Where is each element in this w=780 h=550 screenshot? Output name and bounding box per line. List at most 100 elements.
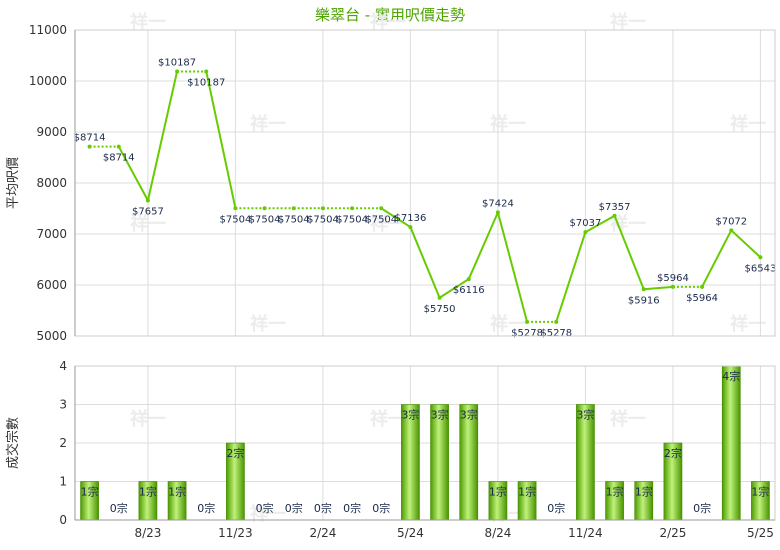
price-point-label: $8714 bbox=[103, 153, 135, 164]
price-line-segment bbox=[643, 285, 674, 291]
price-y-axis-title: 平均呎價 bbox=[6, 157, 21, 209]
price-point bbox=[554, 319, 559, 324]
price-point bbox=[87, 144, 92, 149]
volume-y-axis-title: 成交宗數 bbox=[5, 417, 21, 469]
price-line-segment bbox=[146, 71, 179, 201]
price-point-label: $7037 bbox=[570, 218, 602, 229]
watermark: 祥一 bbox=[370, 11, 406, 33]
price-line-segment bbox=[117, 146, 149, 201]
price-point-label: $7136 bbox=[395, 213, 427, 224]
price-point bbox=[758, 255, 763, 260]
price-point-label: $6543 bbox=[745, 263, 777, 274]
volume-bar-label: 1宗 bbox=[81, 485, 99, 499]
price-point-label: $7357 bbox=[599, 202, 631, 213]
volume-bar-label: 0宗 bbox=[197, 501, 215, 515]
price-line-segment bbox=[409, 226, 441, 299]
price-point bbox=[583, 230, 588, 235]
volume-bar-label: 0宗 bbox=[343, 501, 361, 515]
volume-bar bbox=[576, 404, 595, 521]
price-point bbox=[729, 228, 734, 233]
price-line-segment bbox=[380, 207, 411, 228]
watermark: 祥一 bbox=[610, 11, 646, 33]
price-point bbox=[670, 284, 675, 289]
price-point bbox=[700, 284, 705, 289]
price-point bbox=[320, 206, 325, 211]
volume-y-tick: 0 bbox=[59, 513, 67, 527]
volume-bar bbox=[721, 365, 741, 521]
volume-bar-label: 0宗 bbox=[110, 501, 128, 515]
price-point bbox=[437, 295, 442, 300]
price-point-label: $7504 bbox=[249, 214, 281, 225]
volume-bar-label: 1宗 bbox=[606, 485, 624, 499]
price-point-label: $8714 bbox=[74, 133, 106, 144]
price-point-label: $5964 bbox=[686, 293, 718, 304]
volume-bar-label: 3宗 bbox=[431, 408, 449, 422]
price-point-label: $7504 bbox=[365, 214, 397, 225]
x-tick-label: 11/24 bbox=[568, 526, 603, 540]
watermark: 祥一 bbox=[130, 11, 166, 33]
price-point-label: $7424 bbox=[482, 198, 514, 209]
price-point-label: $5278 bbox=[511, 328, 543, 339]
volume-bar-label: 1宗 bbox=[518, 485, 536, 499]
watermark: 祥一 bbox=[370, 408, 406, 430]
price-point bbox=[379, 206, 384, 211]
price-point-label: $7072 bbox=[715, 216, 747, 227]
price-point-label: $5278 bbox=[540, 328, 572, 339]
watermark: 祥一 bbox=[250, 313, 286, 335]
price-point bbox=[175, 69, 180, 74]
price-point-label: $7504 bbox=[307, 214, 339, 225]
price-line-segment bbox=[467, 211, 499, 280]
price-point bbox=[350, 206, 355, 211]
x-tick-label: 5/24 bbox=[397, 526, 424, 540]
volume-bar-label: 1宗 bbox=[751, 485, 769, 499]
price-line-segment bbox=[555, 231, 587, 323]
price-point-label: $7657 bbox=[132, 206, 164, 217]
volume-bar-label: 0宗 bbox=[314, 501, 332, 515]
x-tick-label: 2/24 bbox=[309, 526, 336, 540]
price-y-tick: 10000 bbox=[29, 74, 67, 88]
watermark: 祥一 bbox=[250, 113, 286, 135]
x-tick-label: 2/25 bbox=[659, 526, 686, 540]
price-y-tick: 8000 bbox=[36, 176, 67, 190]
volume-bar-label: 0宗 bbox=[547, 501, 565, 515]
price-y-tick: 9000 bbox=[36, 125, 67, 139]
price-point-label: $7504 bbox=[220, 214, 252, 225]
volume-bar-label: 0宗 bbox=[693, 501, 711, 515]
x-tick-label: 5/25 bbox=[747, 526, 774, 540]
price-line-segment bbox=[496, 212, 529, 323]
price-y-tick: 5000 bbox=[36, 329, 67, 343]
volume-bar-label: 1宗 bbox=[489, 485, 507, 499]
volume-bar-label: 3宗 bbox=[576, 408, 594, 422]
price-y-tick: 7000 bbox=[36, 227, 67, 241]
price-point-label: $7504 bbox=[278, 214, 310, 225]
price-point bbox=[233, 206, 238, 211]
price-point bbox=[145, 198, 150, 203]
price-y-tick: 6000 bbox=[36, 278, 67, 292]
price-point-label: $10187 bbox=[158, 57, 196, 68]
volume-bar-label: 0宗 bbox=[372, 501, 390, 515]
volume-bar-label: 1宗 bbox=[139, 485, 157, 499]
watermark: 祥一 bbox=[490, 113, 526, 135]
volume-bar bbox=[401, 404, 420, 521]
volume-y-tick: 1 bbox=[59, 475, 67, 489]
volume-bar bbox=[430, 404, 449, 521]
price-line-segment bbox=[613, 215, 645, 290]
price-point-label: $7504 bbox=[336, 214, 368, 225]
volume-bar bbox=[459, 404, 479, 521]
watermark: 祥一 bbox=[730, 113, 766, 135]
price-line-segment bbox=[730, 229, 762, 259]
watermark: 祥一 bbox=[490, 313, 526, 335]
price-point bbox=[116, 144, 121, 149]
volume-bar-label: 2宗 bbox=[664, 446, 682, 460]
volume-y-tick: 2 bbox=[59, 436, 67, 450]
price-y-tick: 11000 bbox=[29, 23, 67, 37]
price-point bbox=[204, 69, 209, 74]
volume-bar-label: 1宗 bbox=[168, 485, 186, 499]
price-point bbox=[641, 287, 646, 292]
x-tick-label: 11/23 bbox=[218, 526, 253, 540]
watermark: 祥一 bbox=[610, 408, 646, 430]
watermark: 祥一 bbox=[730, 313, 766, 335]
price-line-segment bbox=[205, 71, 237, 209]
price-point bbox=[495, 210, 500, 215]
